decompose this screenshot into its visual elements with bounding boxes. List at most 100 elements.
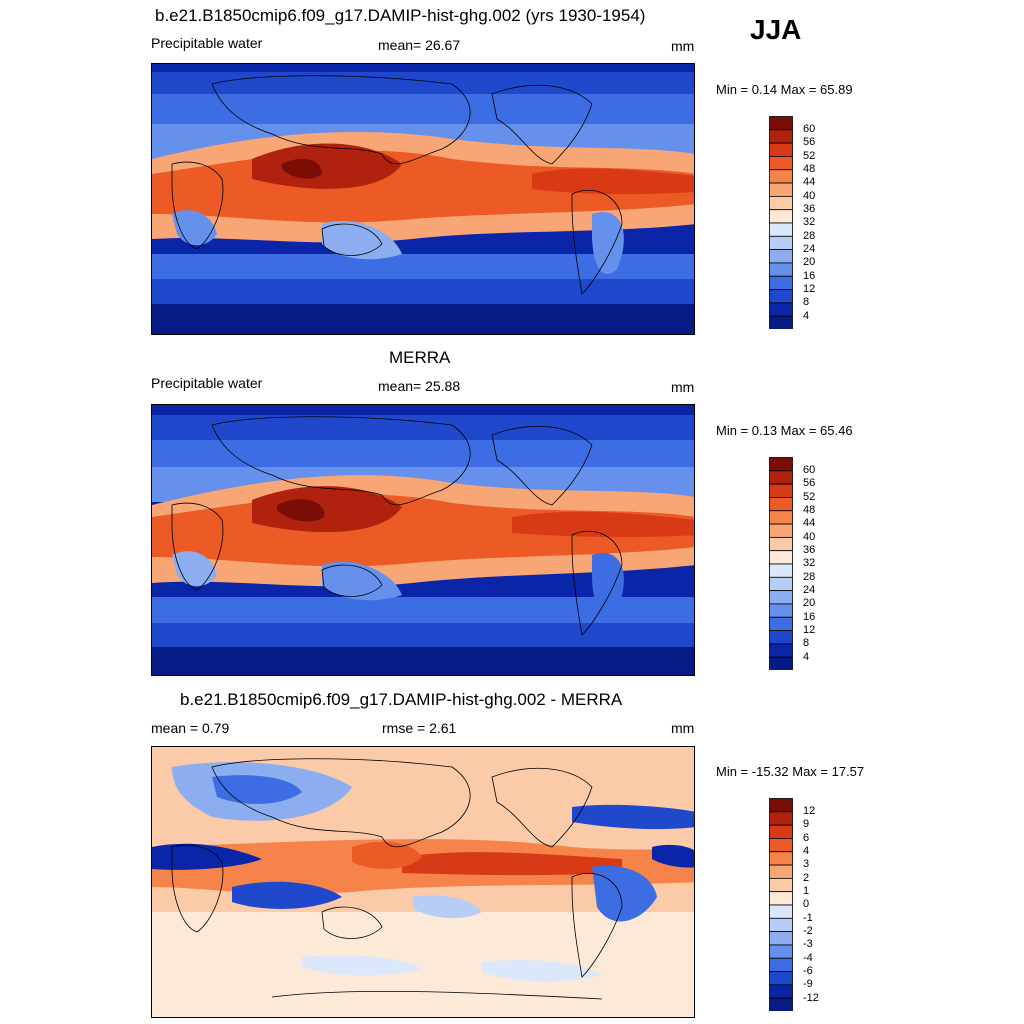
panel-3-rmse-label: rmse = 2.61 bbox=[382, 720, 457, 736]
colorbar-tick-label: -2 bbox=[803, 925, 813, 937]
colorbar-tick-label: 32 bbox=[803, 216, 816, 228]
colorbar-tick-label: 28 bbox=[803, 230, 816, 242]
colorbar-swatch bbox=[769, 851, 793, 866]
colorbar-tick-label: -1 bbox=[803, 912, 813, 924]
colorbar-swatch bbox=[769, 576, 793, 592]
colorbar-swatch bbox=[769, 209, 793, 224]
colorbar-swatch bbox=[769, 550, 793, 565]
panel-3-units-label: mm bbox=[671, 720, 695, 736]
colorbar-swatch bbox=[769, 891, 793, 906]
colorbar-tick-label: 52 bbox=[803, 491, 816, 503]
panel-3-colorbar bbox=[769, 798, 793, 1011]
colorbar-swatch bbox=[769, 302, 793, 317]
colorbar-tick-label: -3 bbox=[803, 938, 813, 950]
colorbar-tick-label: -6 bbox=[803, 965, 813, 977]
colorbar-swatch bbox=[769, 116, 793, 131]
colorbar-swatch bbox=[769, 275, 793, 290]
colorbar-tick-label: 8 bbox=[803, 296, 810, 308]
panel-1-colorbar bbox=[769, 116, 793, 329]
colorbar-swatch bbox=[769, 798, 793, 813]
panel-2-units-label: mm bbox=[671, 379, 695, 395]
colorbar-tick-label: 36 bbox=[803, 203, 816, 215]
colorbar-swatch bbox=[769, 470, 793, 485]
colorbar-tick-label: 2 bbox=[803, 872, 810, 884]
colorbar-tick-label: 56 bbox=[803, 136, 816, 148]
colorbar-tick-label: 48 bbox=[803, 163, 816, 175]
colorbar-swatch bbox=[769, 142, 793, 157]
colorbar-swatch bbox=[769, 616, 793, 631]
colorbar-swatch bbox=[769, 603, 793, 618]
panel-1-variable-label: Precipitable water bbox=[151, 35, 263, 51]
panel-1-minmax-label: Min = 0.14 Max = 65.89 bbox=[716, 82, 853, 97]
colorbar-tick-label: 3 bbox=[803, 858, 810, 870]
colorbar-tick-label: 60 bbox=[803, 464, 816, 476]
panel-2-variable-label: Precipitable water bbox=[151, 375, 263, 391]
colorbar-swatch bbox=[769, 457, 793, 472]
panel-2-mean-label: mean= 25.88 bbox=[378, 378, 461, 394]
colorbar-tick-label: 4 bbox=[803, 310, 810, 322]
colorbar-swatch bbox=[769, 931, 793, 946]
season-label: JJA bbox=[750, 14, 802, 45]
colorbar-tick-label: 8 bbox=[803, 637, 810, 649]
colorbar-swatch bbox=[769, 643, 793, 658]
colorbar-swatch bbox=[769, 289, 793, 304]
colorbar-swatch bbox=[769, 235, 793, 251]
panel-3-title: b.e21.B1850cmip6.f09_g17.DAMIP-hist-ghg.… bbox=[180, 690, 623, 709]
panel-3-colorbar-swatches bbox=[769, 798, 793, 1011]
colorbar-swatch bbox=[769, 497, 793, 512]
colorbar-swatch bbox=[769, 182, 793, 197]
colorbar-swatch bbox=[769, 630, 793, 645]
panel-1-map bbox=[151, 63, 695, 335]
colorbar-tick-label: 60 bbox=[803, 123, 816, 135]
panel-2-colorbar bbox=[769, 457, 793, 670]
colorbar-tick-label: 36 bbox=[803, 544, 816, 556]
colorbar-swatch bbox=[769, 315, 793, 329]
colorbar-swatch bbox=[769, 523, 793, 538]
colorbar-swatch bbox=[769, 997, 793, 1011]
panel-2-title: MERRA bbox=[389, 348, 451, 367]
colorbar-tick-label: 4 bbox=[803, 651, 810, 663]
panel-2-colorbar-swatches bbox=[769, 457, 793, 670]
colorbar-swatch bbox=[769, 195, 793, 211]
panel-1-title: b.e21.B1850cmip6.f09_g17.DAMIP-hist-ghg.… bbox=[155, 6, 646, 25]
colorbar-tick-label: 32 bbox=[803, 557, 816, 569]
colorbar-tick-label: 24 bbox=[803, 243, 816, 255]
colorbar-swatch bbox=[769, 510, 793, 525]
colorbar-tick-label: 20 bbox=[803, 597, 816, 609]
panel-2-minmax-label: Min = 0.13 Max = 65.46 bbox=[716, 423, 853, 438]
colorbar-tick-label: 9 bbox=[803, 818, 810, 830]
colorbar-swatch bbox=[769, 904, 793, 919]
colorbar-tick-label: 28 bbox=[803, 571, 816, 583]
colorbar-tick-label: 16 bbox=[803, 611, 816, 623]
panel-1-units-label: mm bbox=[671, 38, 695, 54]
colorbar-swatch bbox=[769, 590, 793, 605]
colorbar-tick-label: 56 bbox=[803, 477, 816, 489]
colorbar-swatch bbox=[769, 129, 793, 144]
colorbar-swatch bbox=[769, 483, 793, 498]
colorbar-tick-label: 12 bbox=[803, 283, 816, 295]
colorbar-tick-label: 4 bbox=[803, 845, 810, 857]
colorbar-tick-label: -9 bbox=[803, 978, 813, 990]
colorbar-tick-label: 0 bbox=[803, 898, 810, 910]
colorbar-swatch bbox=[769, 262, 793, 277]
colorbar-swatch bbox=[769, 169, 793, 184]
colorbar-swatch bbox=[769, 222, 793, 237]
colorbar-tick-label: 52 bbox=[803, 150, 816, 162]
colorbar-tick-label: 40 bbox=[803, 531, 816, 543]
colorbar-tick-label: 6 bbox=[803, 832, 810, 844]
colorbar-swatch bbox=[769, 917, 793, 933]
panel-2-map bbox=[151, 404, 695, 676]
colorbar-swatch bbox=[769, 824, 793, 839]
colorbar-swatch bbox=[769, 984, 793, 999]
colorbar-swatch bbox=[769, 944, 793, 959]
colorbar-swatch bbox=[769, 536, 793, 552]
panel-1-colorbar-swatches bbox=[769, 116, 793, 329]
colorbar-tick-label: 12 bbox=[803, 624, 816, 636]
colorbar-swatch bbox=[769, 656, 793, 670]
colorbar-swatch bbox=[769, 249, 793, 264]
colorbar-swatch bbox=[769, 864, 793, 879]
colorbar-tick-label: 40 bbox=[803, 190, 816, 202]
colorbar-tick-label: 16 bbox=[803, 270, 816, 282]
colorbar-tick-label: 44 bbox=[803, 517, 816, 529]
colorbar-swatch bbox=[769, 811, 793, 826]
